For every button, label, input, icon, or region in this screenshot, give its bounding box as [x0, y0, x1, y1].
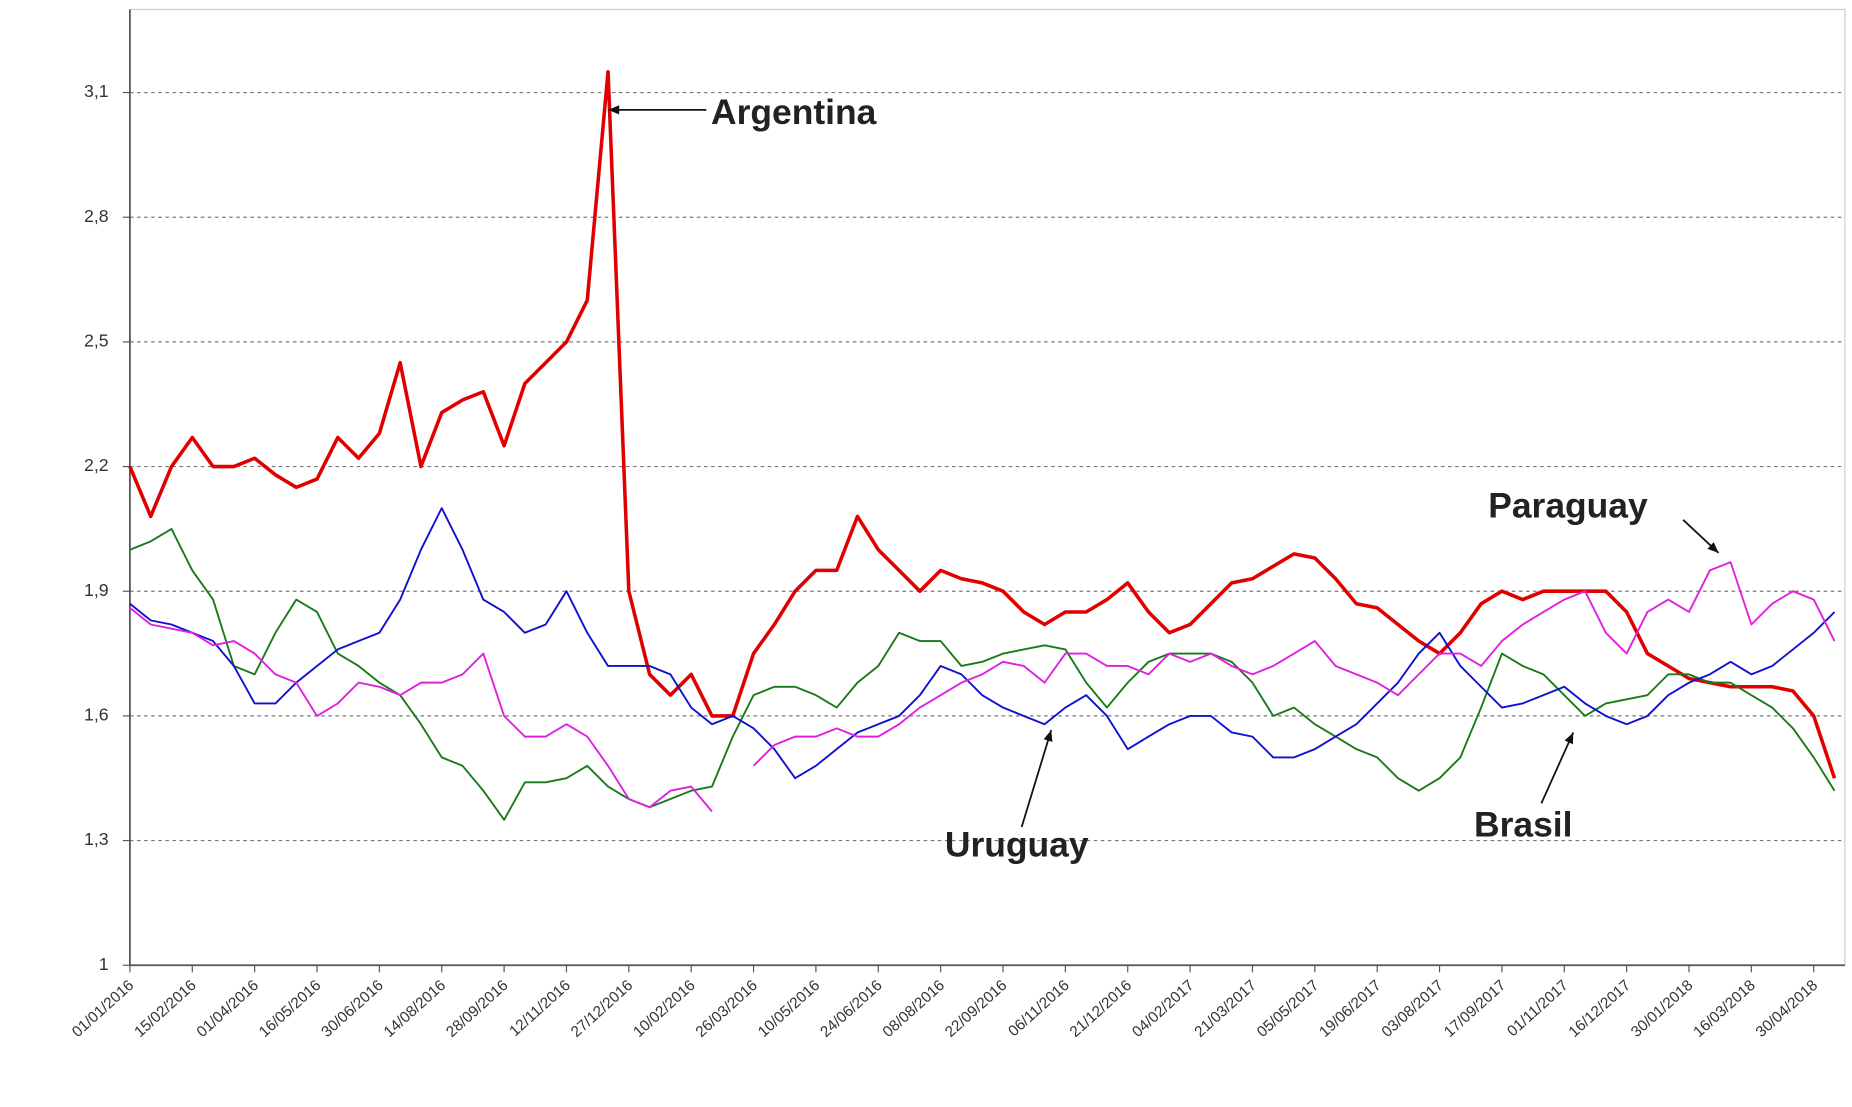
- y-tick-label: 2,5: [84, 331, 109, 351]
- annotation-arrow: [1540, 732, 1575, 804]
- series-annotation: Argentina: [711, 92, 877, 132]
- x-tick-label: 27/12/2016: [568, 977, 636, 1041]
- series-line: [129, 527, 1836, 821]
- y-tick-label: 1,9: [84, 580, 109, 600]
- x-tick-label: 19/06/2017: [1316, 977, 1384, 1041]
- series-annotation: Brasil: [1474, 804, 1572, 844]
- y-tick-label: 3,1: [84, 81, 109, 101]
- x-tick-label: 21/03/2017: [1191, 977, 1259, 1041]
- x-tick-label: 12/11/2016: [506, 977, 574, 1040]
- x-tick-label: 05/05/2017: [1254, 977, 1322, 1041]
- series-line: [128, 70, 1837, 779]
- x-tick-label: 01/01/2016: [69, 977, 137, 1041]
- x-tick-label: 04/02/2017: [1129, 977, 1197, 1041]
- annotation-arrow: [1020, 729, 1053, 828]
- x-tick-label: 10/05/2016: [755, 977, 823, 1041]
- plot-area: [129, 8, 1846, 966]
- arrow-head: [1707, 542, 1719, 553]
- series-line: [129, 561, 1836, 813]
- x-tick-label: 15/02/2016: [131, 977, 199, 1041]
- x-tick-label: 01/04/2016: [194, 977, 262, 1041]
- x-tick-label: 06/11/2016: [1005, 977, 1073, 1040]
- x-tick-label: 10/02/2016: [630, 977, 698, 1041]
- arrow-head: [1043, 730, 1053, 742]
- x-tick-label: 01/11/2017: [1504, 977, 1572, 1040]
- series-annotation: Uruguay: [945, 824, 1089, 864]
- x-tick-label: 26/03/2016: [693, 977, 761, 1041]
- x-tick-label: 22/09/2016: [942, 977, 1010, 1041]
- arrow-head: [1564, 732, 1574, 745]
- arrow-head: [608, 105, 620, 115]
- series-annotation: Paraguay: [1488, 485, 1648, 525]
- y-tick-label: 1,3: [84, 829, 109, 849]
- x-tick-label: 24/06/2016: [817, 977, 885, 1041]
- y-tick-label: 2,8: [84, 206, 109, 226]
- y-tick-label: 1: [99, 954, 109, 974]
- x-tick-label: 17/09/2017: [1441, 977, 1509, 1041]
- x-tick-label: 08/08/2016: [880, 977, 948, 1041]
- x-tick-label: 14/08/2016: [381, 977, 449, 1041]
- x-tick-label: 28/09/2016: [443, 977, 511, 1041]
- x-tick-label: 16/05/2016: [256, 977, 324, 1041]
- x-tick-label: 30/01/2018: [1628, 977, 1696, 1041]
- x-tick-label: 30/06/2016: [318, 977, 386, 1041]
- y-tick-label: 2,2: [84, 455, 109, 475]
- x-tick-label: 16/12/2017: [1566, 977, 1634, 1041]
- x-tick-label: 21/12/2016: [1067, 977, 1135, 1041]
- x-tick-label: 03/08/2017: [1379, 977, 1447, 1041]
- y-tick-label: 1,6: [84, 705, 109, 725]
- x-tick-label: 16/03/2018: [1690, 977, 1758, 1041]
- x-tick-label: 30/04/2018: [1753, 977, 1821, 1041]
- series-line: [129, 507, 1836, 780]
